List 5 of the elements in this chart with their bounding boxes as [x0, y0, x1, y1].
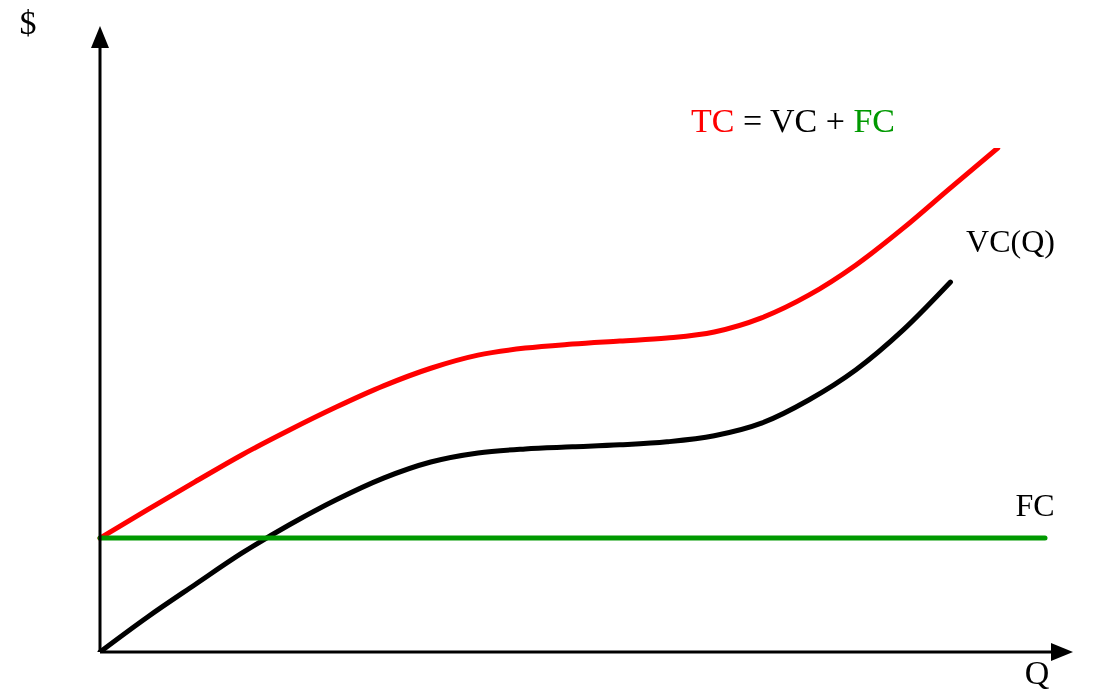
- y-axis-title: $: [19, 4, 37, 41]
- text: TC = VC + FC: [690, 102, 896, 139]
- series-label: FC: [1015, 487, 1055, 524]
- series-label: VC(Q): [966, 223, 1055, 260]
- x-axis-title: Q: [1024, 654, 1050, 691]
